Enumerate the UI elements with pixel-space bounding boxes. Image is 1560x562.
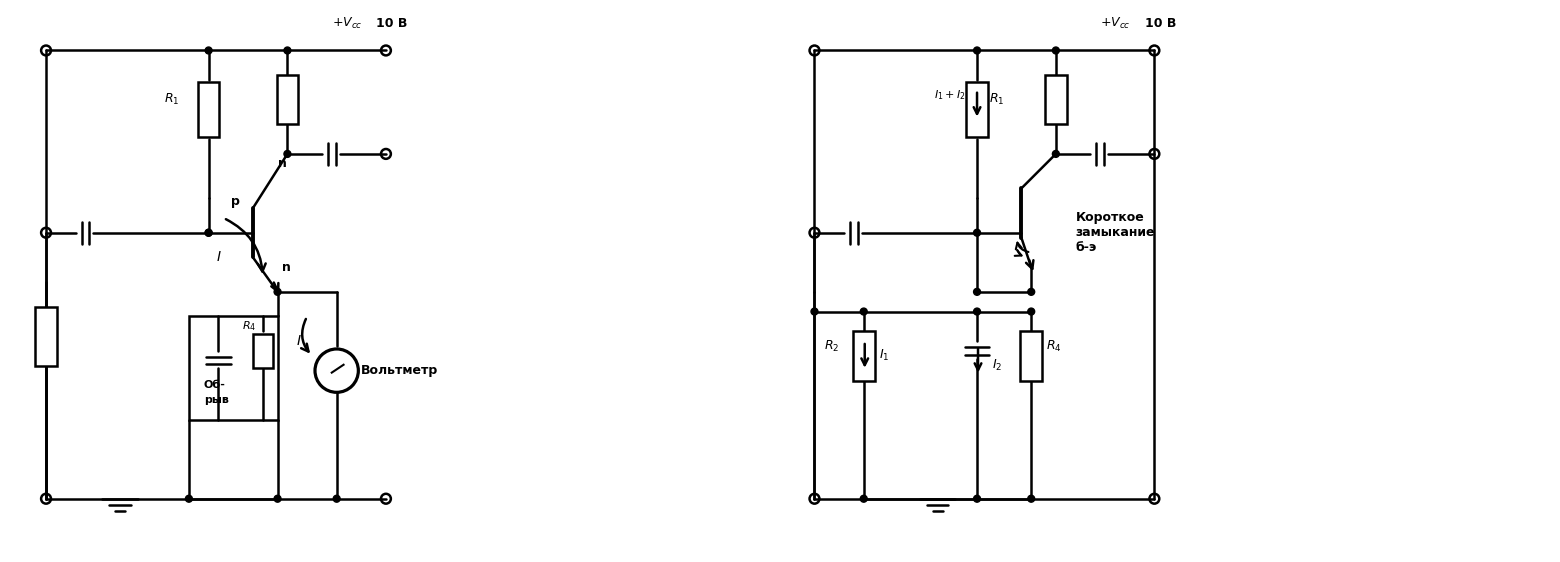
Circle shape <box>860 495 867 502</box>
Text: Короткое
замыкание
б-э: Короткое замыкание б-э <box>1075 211 1154 254</box>
Circle shape <box>1053 47 1059 54</box>
Circle shape <box>1028 495 1034 502</box>
Text: $+V_{cc}$: $+V_{cc}$ <box>332 16 362 31</box>
Circle shape <box>206 229 212 236</box>
Circle shape <box>973 308 981 315</box>
Bar <box>276 75 298 124</box>
Circle shape <box>334 495 340 502</box>
Text: $R_1$: $R_1$ <box>164 92 179 107</box>
Circle shape <box>1053 151 1059 157</box>
Circle shape <box>206 47 212 54</box>
Text: 10 B: 10 B <box>376 17 407 30</box>
Circle shape <box>206 229 212 236</box>
Text: рыв: рыв <box>204 395 229 405</box>
Bar <box>966 83 987 137</box>
Text: p: p <box>231 194 240 208</box>
Text: $I_1$: $I_1$ <box>878 348 889 364</box>
Bar <box>1020 331 1042 380</box>
Bar <box>1045 75 1067 124</box>
Text: 10 B: 10 B <box>1145 17 1176 30</box>
Circle shape <box>186 495 192 502</box>
Circle shape <box>973 229 981 236</box>
Circle shape <box>973 288 981 295</box>
Text: $R_4$: $R_4$ <box>242 319 256 333</box>
Text: $+V_{cc}$: $+V_{cc}$ <box>1100 16 1131 31</box>
Text: $R_2$: $R_2$ <box>824 338 839 353</box>
Text: $R_1$: $R_1$ <box>989 92 1005 107</box>
Circle shape <box>973 47 981 54</box>
Bar <box>853 331 875 380</box>
Bar <box>198 83 220 137</box>
Text: n: n <box>282 261 292 274</box>
Circle shape <box>860 308 867 315</box>
Circle shape <box>284 151 290 157</box>
Circle shape <box>275 288 281 295</box>
Text: $I_1 + I_2$: $I_1 + I_2$ <box>933 88 966 102</box>
Text: $I_2$: $I_2$ <box>992 358 1002 373</box>
Text: $R_4$: $R_4$ <box>1047 338 1062 353</box>
Text: Вольтметр: Вольтметр <box>362 364 438 377</box>
Text: $I$: $I$ <box>215 250 222 264</box>
Circle shape <box>1028 308 1034 315</box>
Circle shape <box>973 495 981 502</box>
Circle shape <box>811 308 817 315</box>
Text: Об-: Об- <box>204 380 226 391</box>
Text: $I$: $I$ <box>296 334 303 348</box>
Bar <box>36 307 56 366</box>
Circle shape <box>1028 288 1034 295</box>
Bar <box>189 316 278 420</box>
Circle shape <box>284 47 290 54</box>
Bar <box>253 334 273 368</box>
Text: n: n <box>278 157 287 170</box>
Circle shape <box>275 495 281 502</box>
